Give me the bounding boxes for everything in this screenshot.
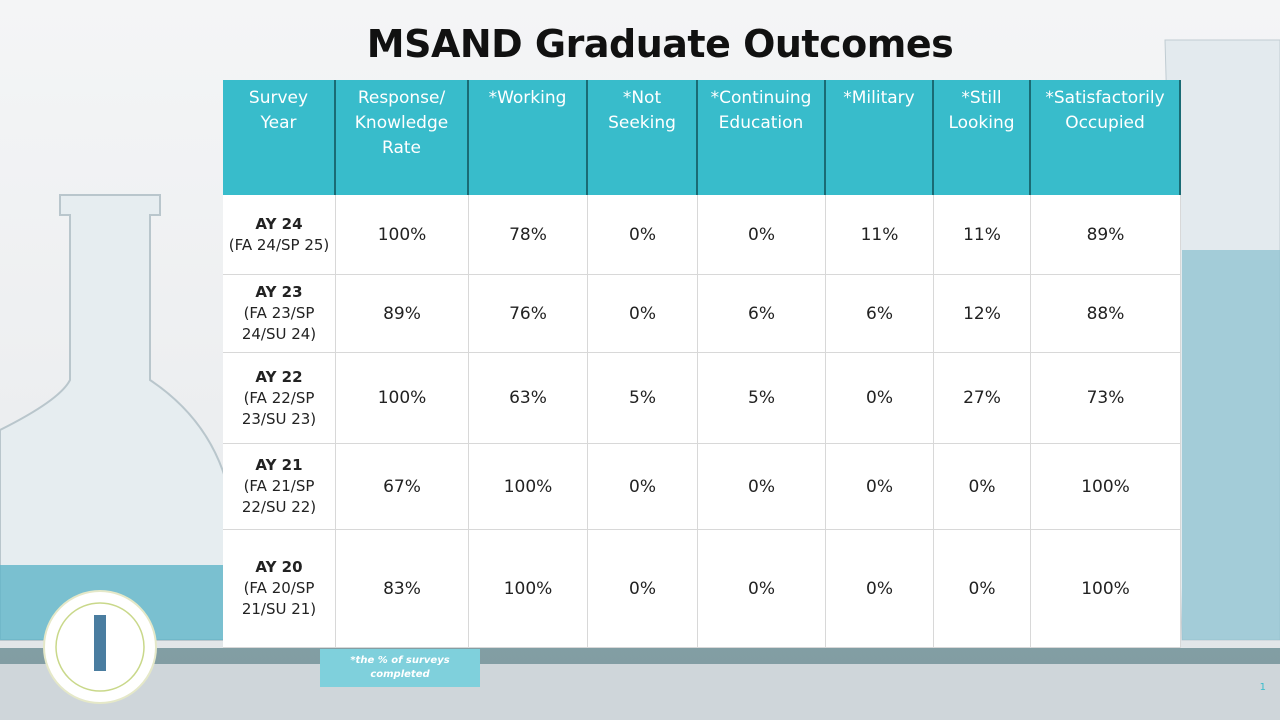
column-header: Survey Year: [223, 80, 336, 195]
row-year: AY 23: [255, 283, 303, 301]
column-header: *Still Looking: [934, 80, 1031, 195]
table-cell: 6%: [826, 275, 934, 353]
row-year: AY 20: [255, 558, 303, 576]
table-cell: 6%: [698, 275, 826, 353]
column-header: *Continuing Education: [698, 80, 826, 195]
row-label: AY 21 (FA 21/SP 22/SU 22): [223, 444, 336, 530]
row-label: AY 24 (FA 24/SP 25): [223, 195, 336, 275]
table-cell: 67%: [336, 444, 469, 530]
table-cell: 0%: [588, 195, 698, 275]
table-cell: 63%: [469, 353, 588, 444]
table-cell: 11%: [826, 195, 934, 275]
table-cell: 100%: [1031, 444, 1181, 530]
table-cell: 5%: [588, 353, 698, 444]
table-cell: 89%: [336, 275, 469, 353]
row-terms: (FA 20/SP 21/SU 21): [241, 579, 317, 618]
column-header: Response/ Knowledge Rate: [336, 80, 469, 195]
table-cell: 0%: [826, 444, 934, 530]
table-cell: 100%: [336, 353, 469, 444]
table-cell: 27%: [934, 353, 1031, 444]
row-terms: (FA 24/SP 25): [228, 235, 330, 254]
row-terms: (FA 23/SP 24/SU 24): [241, 304, 317, 343]
footnote: *the % of surveys completed: [320, 649, 480, 687]
table-cell: 0%: [588, 444, 698, 530]
table-cell: 11%: [934, 195, 1031, 275]
table-cell: 0%: [588, 530, 698, 648]
table-cell: 0%: [934, 444, 1031, 530]
table-cell: 100%: [336, 195, 469, 275]
table-cell: 83%: [336, 530, 469, 648]
column-header: *Military: [826, 80, 934, 195]
table-cell: 100%: [469, 530, 588, 648]
table-cell: 100%: [1031, 530, 1181, 648]
column-header: *Satisfactorily Occupied: [1031, 80, 1181, 195]
table-cell: 73%: [1031, 353, 1181, 444]
row-year: AY 21: [255, 456, 303, 474]
row-label: AY 22 (FA 22/SP 23/SU 23): [223, 353, 336, 444]
table-cell: 89%: [1031, 195, 1181, 275]
table-cell: 78%: [469, 195, 588, 275]
row-terms: (FA 21/SP 22/SU 22): [241, 477, 317, 516]
table-cell: 0%: [698, 530, 826, 648]
table-cell: 5%: [698, 353, 826, 444]
row-year: AY 24: [255, 214, 303, 233]
row-label: AY 20 (FA 20/SP 21/SU 21): [223, 530, 336, 648]
table-cell: 0%: [698, 195, 826, 275]
row-year: AY 22: [255, 367, 303, 386]
table-cell: 76%: [469, 275, 588, 353]
title: MSAND Graduate Outcomes: [366, 22, 954, 66]
column-header: *Not Seeking: [588, 80, 698, 195]
row-label: AY 23 (FA 23/SP 24/SU 24): [223, 275, 336, 353]
table-cell: 0%: [698, 444, 826, 530]
table-cell: 100%: [469, 444, 588, 530]
table-cell: 0%: [934, 530, 1031, 648]
page-number: 1: [1259, 682, 1266, 693]
table-cell: 0%: [826, 353, 934, 444]
table-cell: 0%: [826, 530, 934, 648]
column-header: *Working: [469, 80, 588, 195]
table-cell: 12%: [934, 275, 1031, 353]
row-terms: (FA 22/SP 23/SU 23): [241, 388, 317, 428]
table-cell: 0%: [588, 275, 698, 353]
table-cell: 88%: [1031, 275, 1181, 353]
